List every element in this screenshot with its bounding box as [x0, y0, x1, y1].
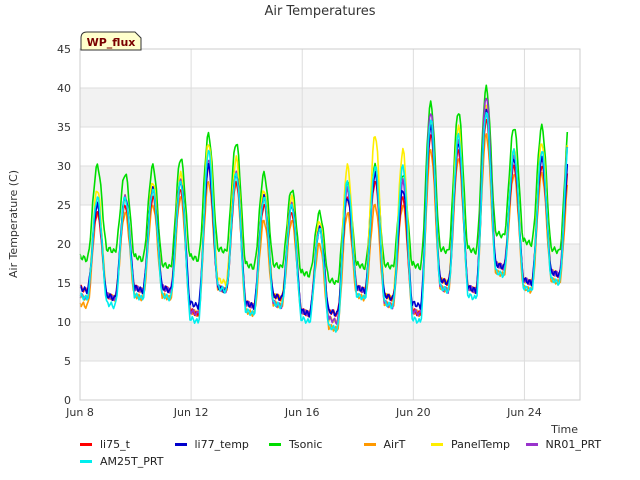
annotation-label: WP_flux: [87, 36, 136, 49]
wp-flux-annotation: WP_flux: [80, 31, 142, 51]
legend-swatch: [174, 443, 187, 446]
plot-band: [80, 361, 580, 400]
x-tick-label: Jun 12: [173, 406, 209, 419]
y-tick-label: 5: [64, 355, 71, 368]
legend-swatch: [80, 443, 92, 446]
legend-item-tsonic: Tsonic: [269, 438, 364, 451]
y-tick-label: 35: [57, 121, 71, 134]
legend-swatch: [431, 443, 443, 446]
legend-swatch: [525, 443, 538, 446]
y-tick-label: 10: [57, 316, 71, 329]
y-tick-label: 0: [64, 394, 71, 407]
legend-label: AirT: [383, 438, 406, 451]
legend-item-li77-temp: li77_temp: [174, 438, 270, 451]
plot-band: [80, 49, 580, 88]
legend-label: AM25T_PRT: [100, 455, 164, 468]
legend-item-am25t-prt: AM25T_PRT: [80, 455, 178, 468]
y-axis-label: Air Temperature (C): [7, 170, 20, 278]
y-tick-labels: 0 5 10 15 20 25 30 35 40 45: [57, 43, 71, 407]
legend-item-nr01-prt: NR01_PRT: [525, 438, 621, 451]
x-tick-label: Jun 20: [395, 406, 431, 419]
x-axis-label: Time: [550, 423, 578, 436]
legend-row-2: AM25T_PRT: [80, 453, 620, 470]
legend-item-airt: AirT: [363, 438, 432, 451]
y-tick-label: 20: [57, 238, 71, 251]
plot-band: [80, 88, 580, 127]
legend-row-1: li75_t li77_temp Tsonic AirT PanelTemp N…: [80, 436, 620, 453]
x-tick-labels: Jun 8 Jun 12 Jun 16 Jun 20 Jun 24: [65, 406, 542, 419]
legend-swatch: [269, 443, 281, 446]
plot-background: [80, 49, 580, 400]
y-tick-label: 15: [57, 277, 71, 290]
plot-band: [80, 205, 580, 244]
legend-label: Tsonic: [289, 438, 323, 451]
legend: li75_t li77_temp Tsonic AirT PanelTemp N…: [80, 436, 620, 470]
legend-item-paneltemp: PanelTemp: [431, 438, 526, 451]
chart-title: Air Temperatures: [264, 4, 375, 19]
y-tick-label: 40: [57, 82, 71, 95]
x-tick-label: Jun 8: [65, 406, 94, 419]
plot-band: [80, 166, 580, 205]
legend-swatch: [80, 460, 92, 463]
legend-label: li75_t: [100, 438, 130, 451]
legend-label: PanelTemp: [451, 438, 510, 451]
legend-swatch: [363, 443, 376, 446]
y-tick-label: 45: [57, 43, 71, 56]
plot-band: [80, 127, 580, 166]
plot-frame: [79, 48, 581, 401]
legend-item-li75-t: li75_t: [80, 438, 175, 451]
series-lines: [79, 84, 569, 333]
y-tick-label: 25: [57, 199, 71, 212]
series-line-tsonic: [79, 84, 569, 286]
y-tick-label: 30: [57, 160, 71, 173]
x-tick-label: Jun 16: [284, 406, 320, 419]
x-tick-label: Jun 24: [506, 406, 542, 419]
series-line-am25t-prt: [79, 111, 569, 333]
legend-label: li77_temp: [194, 438, 249, 451]
legend-label: NR01_PRT: [545, 438, 602, 451]
